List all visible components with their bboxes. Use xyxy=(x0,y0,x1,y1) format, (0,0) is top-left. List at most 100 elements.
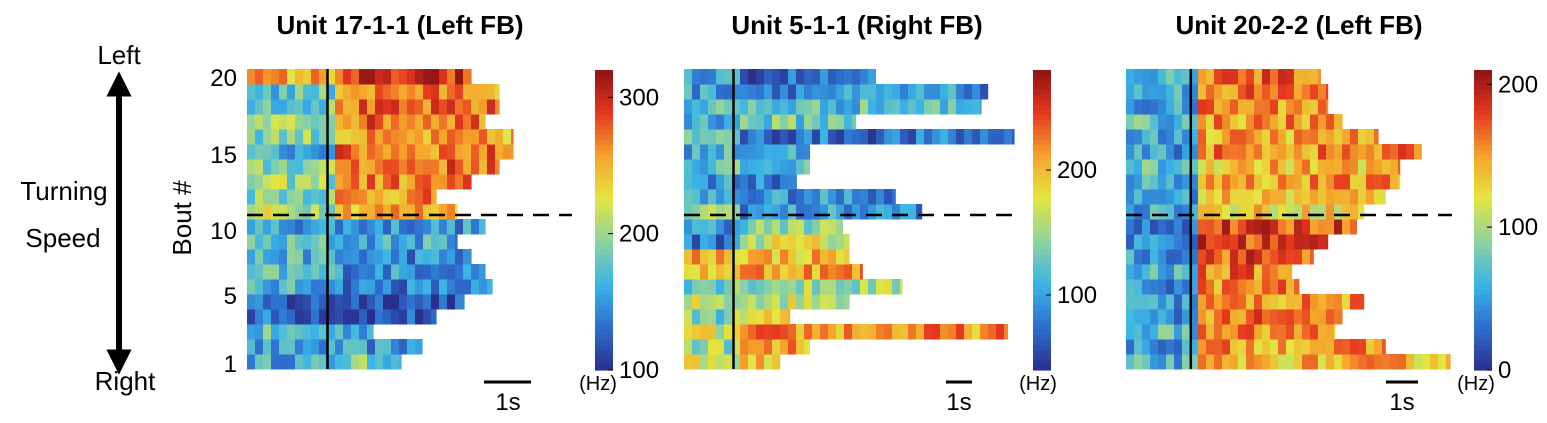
heatmap-cell xyxy=(1126,189,1135,205)
heatmap-cell xyxy=(391,174,400,190)
heatmap-cell xyxy=(423,114,432,130)
heatmap-cell xyxy=(908,84,917,100)
heatmap-row xyxy=(247,294,465,310)
heatmap-cell xyxy=(1310,114,1319,130)
heatmap-cell xyxy=(732,84,741,100)
heatmap-cell xyxy=(1190,264,1199,280)
heatmap-cell xyxy=(399,294,408,310)
heatmap-cell xyxy=(359,159,368,175)
heatmap-cell xyxy=(780,144,789,160)
heatmap-cell xyxy=(1278,354,1287,370)
heatmap-cell xyxy=(1198,114,1207,130)
heatmap-cell xyxy=(988,324,997,340)
heatmap-cell xyxy=(1302,249,1311,265)
heatmap-cell xyxy=(892,189,896,205)
heatmap-cell xyxy=(1366,174,1375,190)
heatmap-cell xyxy=(1286,279,1295,295)
heatmap-cell xyxy=(1158,354,1167,370)
heatmap-cell xyxy=(311,159,320,175)
heatmap-cell xyxy=(1134,189,1143,205)
heatmap-cell xyxy=(1286,144,1295,160)
heatmap-cell xyxy=(463,84,472,100)
heatmap-cell xyxy=(311,174,320,190)
heatmap-cell xyxy=(740,339,749,355)
heatmap-cell xyxy=(1310,174,1319,190)
heatmap-cell xyxy=(780,294,789,310)
scale-bar: 1s xyxy=(1386,380,1418,416)
heatmap-cell xyxy=(1350,354,1359,370)
heatmap-cell xyxy=(439,279,448,295)
heatmap-cell xyxy=(716,339,725,355)
y-axis-label: Bout # xyxy=(167,180,197,256)
heatmap-cell xyxy=(764,159,773,175)
heatmap-cell xyxy=(788,339,797,355)
heatmap-cell xyxy=(804,324,813,340)
arrow-label-line2: Speed xyxy=(25,223,100,253)
heatmap-cell xyxy=(1174,309,1183,325)
heatmap-cell xyxy=(463,174,472,190)
heatmap-cell xyxy=(423,219,432,235)
heatmap-cell xyxy=(1222,144,1231,160)
heatmap-cell xyxy=(391,234,400,250)
heatmap-cell xyxy=(319,189,328,205)
heatmap-cell xyxy=(303,294,312,310)
heatmap-cell xyxy=(1142,279,1151,295)
colorbar-segment xyxy=(1033,180,1051,186)
colorbar-segment xyxy=(595,145,613,151)
heatmap-cell xyxy=(375,234,384,250)
heatmap-cell xyxy=(287,324,296,340)
heatmap-cell xyxy=(1294,69,1303,85)
heatmap-cell xyxy=(1150,249,1159,265)
heatmap-cell xyxy=(692,354,701,370)
heatmap-cell xyxy=(764,114,773,130)
heatmap-cell xyxy=(295,294,304,310)
heatmap-cell xyxy=(972,324,981,340)
heatmap-cell xyxy=(503,144,512,160)
heatmap-cell xyxy=(351,129,360,145)
heatmap-cell xyxy=(1382,144,1391,160)
heatmap-cell xyxy=(1246,99,1255,115)
colorbar-segment xyxy=(595,95,613,101)
heatmap-cell xyxy=(295,69,304,85)
heatmap-cell xyxy=(1254,204,1263,220)
heatmap-cell xyxy=(271,354,280,370)
colorbar-segment xyxy=(595,255,613,261)
heatmap-cell xyxy=(804,129,813,145)
heatmap-cell xyxy=(1174,264,1183,280)
heatmap-cell xyxy=(1174,294,1183,310)
heatmap-cell xyxy=(1262,354,1271,370)
heatmap-cell xyxy=(311,339,320,355)
heatmap-cell xyxy=(311,99,320,115)
heatmap-cell xyxy=(1326,219,1335,235)
colorbar-segment xyxy=(595,245,613,251)
heatmap-cell xyxy=(1158,234,1167,250)
heatmap-cell xyxy=(383,144,392,160)
colorbar-segment xyxy=(1474,300,1492,306)
colorbar-segment xyxy=(1033,240,1051,246)
heatmap-cell xyxy=(820,69,829,85)
heatmap-cell xyxy=(1190,339,1199,355)
heatmap-cell xyxy=(1254,189,1263,205)
colorbar-segment xyxy=(1033,190,1051,196)
heatmap-cell xyxy=(788,324,797,340)
heatmap-cell xyxy=(1246,264,1255,280)
heatmap-cell xyxy=(1166,189,1175,205)
heatmap-cell xyxy=(1326,189,1335,205)
heatmap-cell xyxy=(1350,129,1359,145)
heatmap-cell xyxy=(1246,84,1255,100)
heatmap-cell xyxy=(495,99,500,115)
colorbar-segment xyxy=(595,125,613,131)
heatmap-cell xyxy=(756,234,765,250)
heatmap-cell xyxy=(1238,279,1247,295)
colorbar-segment xyxy=(1033,360,1051,366)
heatmap-cell xyxy=(1318,129,1327,145)
heatmap-cell xyxy=(804,159,810,175)
heatmap-cell xyxy=(1166,129,1175,145)
colorbar-segment xyxy=(1033,230,1051,236)
heatmap-cell xyxy=(1230,354,1239,370)
heatmap-cell xyxy=(756,339,765,355)
heatmap-cell xyxy=(780,339,789,355)
heatmap-cell xyxy=(1334,219,1343,235)
heatmap-cell xyxy=(407,174,416,190)
heatmap-cell xyxy=(796,294,805,310)
